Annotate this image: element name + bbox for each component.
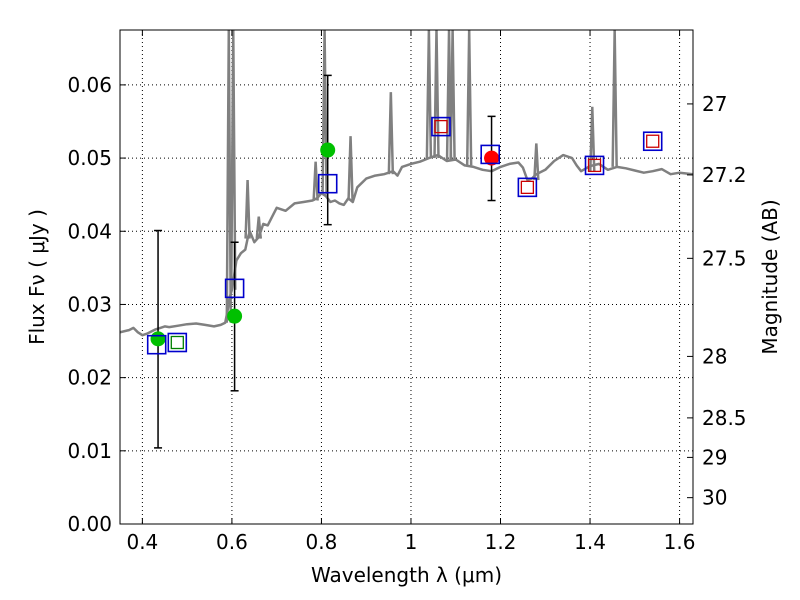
axes: 0.4 0.6 0.8 1 1.2 1.4 1.6 0.00 0.01 0.02 0.03 0.04 0… [67,30,747,554]
emission-line-spike [425,30,433,159]
x-tick-label: 1.4 [574,530,606,554]
model-photometry-square [431,116,451,137]
observed-point [320,142,336,158]
right-tick-label: 27.5 [702,246,747,270]
right-tick-label: 30 [702,486,727,510]
emission-line-spike [244,179,251,239]
y-tick-label: 0.04 [67,219,112,243]
right-tick-label: 27.2 [702,163,747,187]
spectrum-line [120,153,693,337]
emission-line-spike [255,216,263,239]
data-clip-group [120,30,693,337]
x-tick-label: 1.2 [485,530,517,554]
emission-line-spike [589,106,596,172]
x-tick-label: 1 [405,530,418,554]
y-tick-label: 0.01 [67,439,112,463]
model-photometry-square [584,155,605,176]
small-photometry-square [520,180,535,194]
small-photometry-square [587,158,602,173]
model-photometry-square [167,332,188,353]
emission-line-spike [321,30,328,195]
y-tick-label: 0.02 [67,366,112,390]
x-tick-label: 0.4 [126,530,158,554]
observed-point [484,150,500,166]
y-tick-label: 0.03 [67,292,112,316]
right-axis-label: Magnitude (AB) [758,199,782,354]
model-photometry-square [224,278,245,299]
emission-line-spike [611,30,618,167]
right-tick-label: 28 [702,344,727,368]
model-photometry-square [517,177,538,198]
right-tick-label: 27 [702,92,727,116]
data-layer [120,30,693,449]
x-tick-label: 0.6 [216,530,248,554]
emission-line-spike [433,30,440,159]
observed-point [227,308,243,324]
plot-frame [119,29,694,525]
small-photometry-square [646,134,660,148]
y-axis-label: Flux Fν ( μJy ) [25,209,49,345]
x-tick-label: 1.6 [664,530,696,554]
emission-line-spike [533,143,540,181]
model-photometry-square [642,131,663,152]
model-photometry-square [480,144,501,165]
emission-line-spike [230,30,237,290]
small-photometry-square [434,119,448,134]
emission-line-spike [312,161,319,201]
y-tick-label: 0.06 [67,73,112,97]
grid-lines [120,30,693,525]
right-tick-label: 28.5 [702,406,747,430]
observed-point [150,331,166,347]
y-tick-label: 0.05 [67,146,112,170]
emission-line-spike [347,136,354,201]
emission-line-spike [225,30,233,323]
right-tick-label: 29 [702,445,727,469]
model-photometry-square [146,334,167,355]
emission-line-spike [465,30,473,166]
x-axis-label: Wavelength λ (μm) [311,563,502,587]
model-photometry-square [317,173,338,194]
y-tick-label: 0.00 [67,512,112,536]
emission-line-spike [387,92,395,175]
emission-line-spike [449,30,456,162]
x-tick-label: 0.8 [306,530,338,554]
small-photometry-square [170,335,184,350]
